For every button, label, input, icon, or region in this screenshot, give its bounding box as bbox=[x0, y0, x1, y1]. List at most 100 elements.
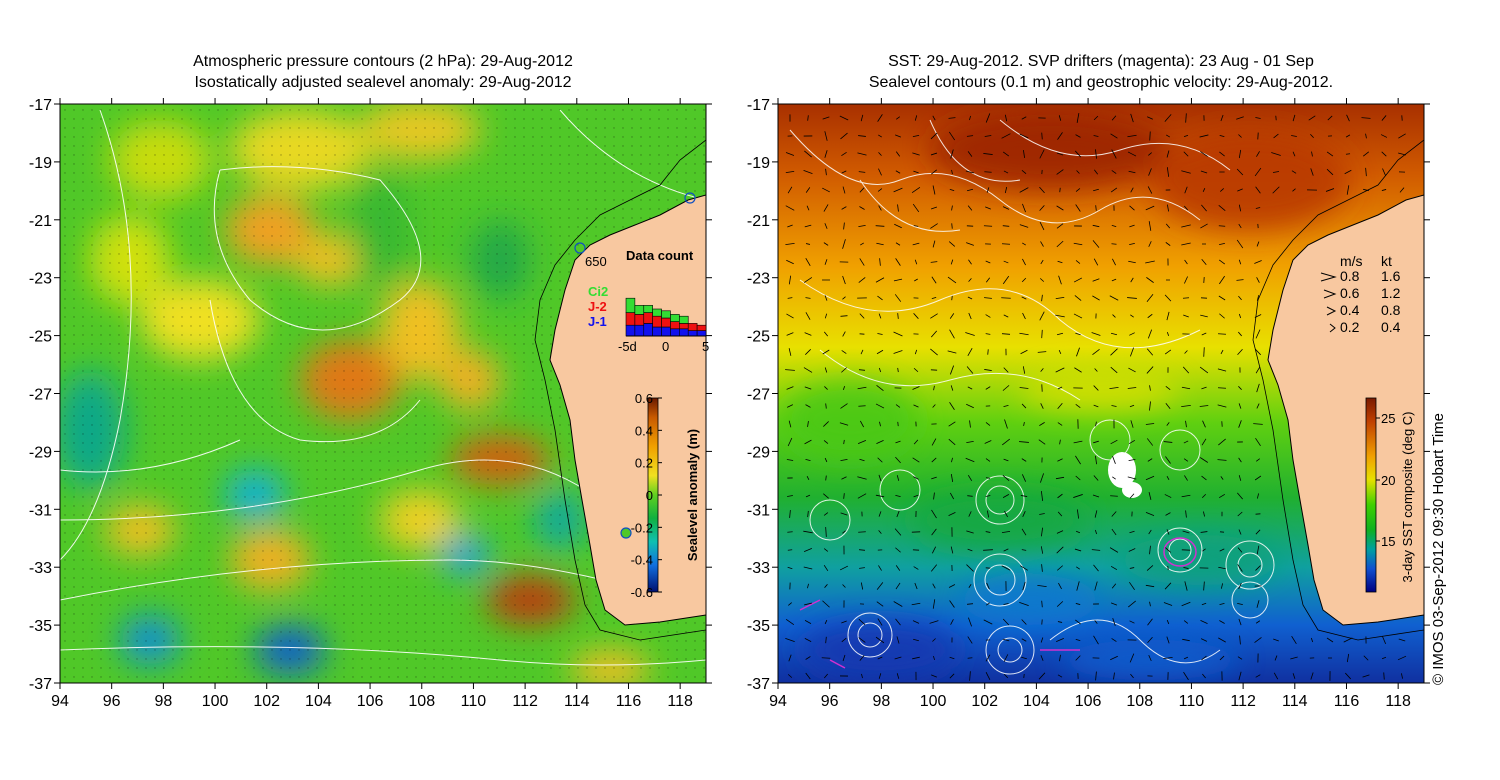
velocity-arrow bbox=[986, 187, 990, 193]
velocity-arrow bbox=[1185, 420, 1187, 428]
velocity-arrow bbox=[1149, 131, 1151, 141]
right-xtick-label: 114 bbox=[1282, 693, 1308, 710]
velocity-arrow bbox=[1003, 548, 1009, 552]
velocity-arrow bbox=[1074, 367, 1082, 373]
velocity-arrow bbox=[913, 476, 919, 480]
velocity-arrow bbox=[948, 131, 956, 141]
velocity-arrow bbox=[804, 224, 812, 228]
velocity-arrow bbox=[859, 313, 865, 319]
velocity-arrow bbox=[1094, 529, 1098, 535]
velocity-arrow bbox=[1201, 438, 1207, 446]
velocity-arrow bbox=[1075, 403, 1081, 409]
velocity-arrow bbox=[1040, 403, 1044, 409]
velocity-arrow bbox=[787, 495, 793, 497]
velocity-arrow bbox=[985, 531, 991, 533]
velocity-arrow bbox=[1093, 258, 1099, 266]
velocity-arrow bbox=[1254, 637, 1262, 643]
velocity-arrow bbox=[1019, 601, 1029, 607]
velocity-arrow bbox=[1056, 205, 1064, 211]
velocity-arrow bbox=[823, 673, 829, 679]
velocity-arrow bbox=[1020, 349, 1028, 355]
velocity-arrow bbox=[1040, 655, 1044, 661]
velocity-arrow bbox=[1166, 529, 1170, 535]
velocity-arrow bbox=[1237, 492, 1243, 500]
velocity-arrow bbox=[787, 566, 793, 570]
velocity-arrow bbox=[807, 420, 809, 428]
left-ytick-label: -33 bbox=[29, 560, 52, 577]
velocity-arrow bbox=[842, 331, 846, 337]
velocity-arrow bbox=[1167, 204, 1169, 212]
velocity-arrow bbox=[1019, 332, 1029, 336]
velocity-arrow bbox=[1004, 114, 1008, 122]
velocity-arrow bbox=[1166, 619, 1170, 625]
velocity-arrow bbox=[841, 476, 847, 480]
velocity-arrow bbox=[876, 582, 884, 590]
count-bar-red bbox=[643, 312, 653, 324]
velocity-arrow bbox=[1203, 511, 1205, 517]
velocity-arrow bbox=[950, 546, 954, 554]
right-xtick-label: 116 bbox=[1334, 693, 1360, 710]
velocity-arrow bbox=[1184, 475, 1188, 481]
velocity-arrow bbox=[1147, 116, 1153, 120]
velocity-arrow bbox=[1002, 151, 1010, 157]
velocity-arrow bbox=[1023, 149, 1025, 159]
velocity-arrow bbox=[1256, 545, 1260, 555]
velocity-arrow bbox=[1271, 152, 1281, 156]
velocity-arrow bbox=[1345, 153, 1351, 155]
velocity-arrow bbox=[860, 349, 864, 355]
velocity-arrow bbox=[1362, 674, 1370, 678]
left-xtick-label: 108 bbox=[408, 693, 435, 710]
count-xlabel-end: 5 bbox=[702, 339, 709, 354]
velocity-arrow bbox=[893, 350, 903, 354]
velocity-arrow bbox=[1165, 242, 1171, 246]
velocity-arrow bbox=[1165, 385, 1171, 391]
velocity-arrow bbox=[859, 187, 865, 193]
velocity-arrow bbox=[1110, 655, 1118, 661]
velocity-arrow bbox=[913, 494, 919, 498]
velocity-arrow bbox=[860, 114, 864, 122]
left-colorbar: 0.6 0.4 0.2 0 -0.2 -0.4 -0.6 Sealevel anomaly … bbox=[631, 391, 700, 600]
velocity-arrow bbox=[1256, 403, 1260, 409]
velocity-arrow bbox=[1040, 491, 1044, 501]
velocity-arrow bbox=[1004, 419, 1008, 429]
velocity-arrow bbox=[985, 314, 991, 318]
velocity-arrow bbox=[1165, 456, 1171, 464]
velocity-arrow bbox=[948, 584, 956, 588]
velocity-arrow bbox=[861, 673, 863, 679]
velocity-arrow bbox=[894, 294, 902, 302]
velocity-arrow bbox=[1201, 475, 1207, 481]
velocity-arrow bbox=[1181, 170, 1191, 174]
velocity-arrow bbox=[1093, 188, 1099, 192]
velocity-arrow bbox=[933, 655, 935, 661]
velocity-arrow bbox=[804, 638, 812, 642]
velocity-arrow bbox=[1201, 655, 1207, 661]
velocity-arrow bbox=[1164, 114, 1172, 122]
velocity-arrow-sample bbox=[1320, 272, 1337, 282]
velocity-arrow bbox=[1200, 620, 1208, 624]
velocity-arrow bbox=[1092, 494, 1100, 498]
velocity-arrow bbox=[1199, 134, 1209, 138]
velocity-arrow bbox=[1056, 530, 1064, 534]
velocity-arrow bbox=[967, 548, 973, 552]
velocity-arrow bbox=[1219, 620, 1225, 624]
velocity-arrow bbox=[1238, 386, 1242, 390]
velocity-arrow bbox=[843, 493, 845, 499]
velocity-arrow bbox=[1200, 638, 1208, 642]
velocity-arrow bbox=[1040, 546, 1044, 554]
velocity-arrow bbox=[1146, 348, 1154, 356]
velocity-arrow bbox=[806, 476, 810, 480]
velocity-arrow bbox=[1095, 671, 1097, 681]
count-bar-red bbox=[634, 314, 645, 326]
velocity-arrow bbox=[1311, 151, 1313, 157]
velocity-arrow bbox=[839, 565, 849, 571]
left-ytick-label: -35 bbox=[29, 618, 52, 635]
velocity-arrow bbox=[824, 386, 828, 390]
left-xtick-label: 106 bbox=[357, 693, 384, 710]
velocity-header-ms: m/s bbox=[1340, 253, 1363, 269]
velocity-arrow bbox=[1181, 242, 1191, 246]
velocity-arrow bbox=[1254, 475, 1262, 481]
velocity-arrow bbox=[1399, 187, 1405, 193]
velocity-arrow bbox=[1148, 152, 1152, 156]
velocity-arrow bbox=[1237, 602, 1243, 606]
